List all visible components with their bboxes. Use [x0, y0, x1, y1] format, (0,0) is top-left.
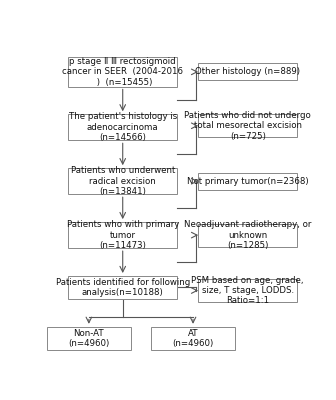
Text: PSM based on age, grade,
size, T stage, LODDS.
Ratio=1:1: PSM based on age, grade, size, T stage, … — [192, 276, 304, 306]
Text: Patients identified for following
analysis(n=10188): Patients identified for following analys… — [55, 278, 190, 297]
Text: The patient's histology is
adenocarcinoma
(n=14566): The patient's histology is adenocarcinom… — [69, 112, 177, 142]
Text: Non-AT
(n=4960): Non-AT (n=4960) — [68, 328, 110, 348]
FancyBboxPatch shape — [68, 114, 177, 140]
FancyBboxPatch shape — [68, 222, 177, 248]
Text: Patients who did not undergo
total mesorectal excision
(n=725): Patients who did not undergo total mesor… — [184, 111, 311, 141]
FancyBboxPatch shape — [198, 173, 297, 190]
FancyBboxPatch shape — [68, 276, 177, 299]
FancyBboxPatch shape — [198, 279, 297, 302]
FancyBboxPatch shape — [151, 327, 235, 350]
Text: Neoadjuvant radiotherapy, or
unknown
(n=1285): Neoadjuvant radiotherapy, or unknown (n=… — [184, 220, 311, 250]
Text: p stage Ⅱ Ⅲ rectosigmoid
cancer in SEER  (2004-2016
 )  (n=15455): p stage Ⅱ Ⅲ rectosigmoid cancer in SEER … — [62, 57, 183, 87]
Text: Other histology (n=889): Other histology (n=889) — [195, 67, 300, 76]
FancyBboxPatch shape — [198, 114, 297, 137]
FancyBboxPatch shape — [68, 168, 177, 194]
FancyBboxPatch shape — [68, 57, 177, 86]
Text: Not primary tumor(n=2368): Not primary tumor(n=2368) — [187, 177, 308, 186]
FancyBboxPatch shape — [198, 63, 297, 80]
Text: Patients who with primary
tumor
(n=11473): Patients who with primary tumor (n=11473… — [67, 220, 179, 250]
Text: AT
(n=4960): AT (n=4960) — [172, 328, 214, 348]
Text: Patients who underwent
radical excision
(n=13841): Patients who underwent radical excision … — [71, 166, 175, 196]
FancyBboxPatch shape — [198, 224, 297, 247]
FancyBboxPatch shape — [47, 327, 130, 350]
